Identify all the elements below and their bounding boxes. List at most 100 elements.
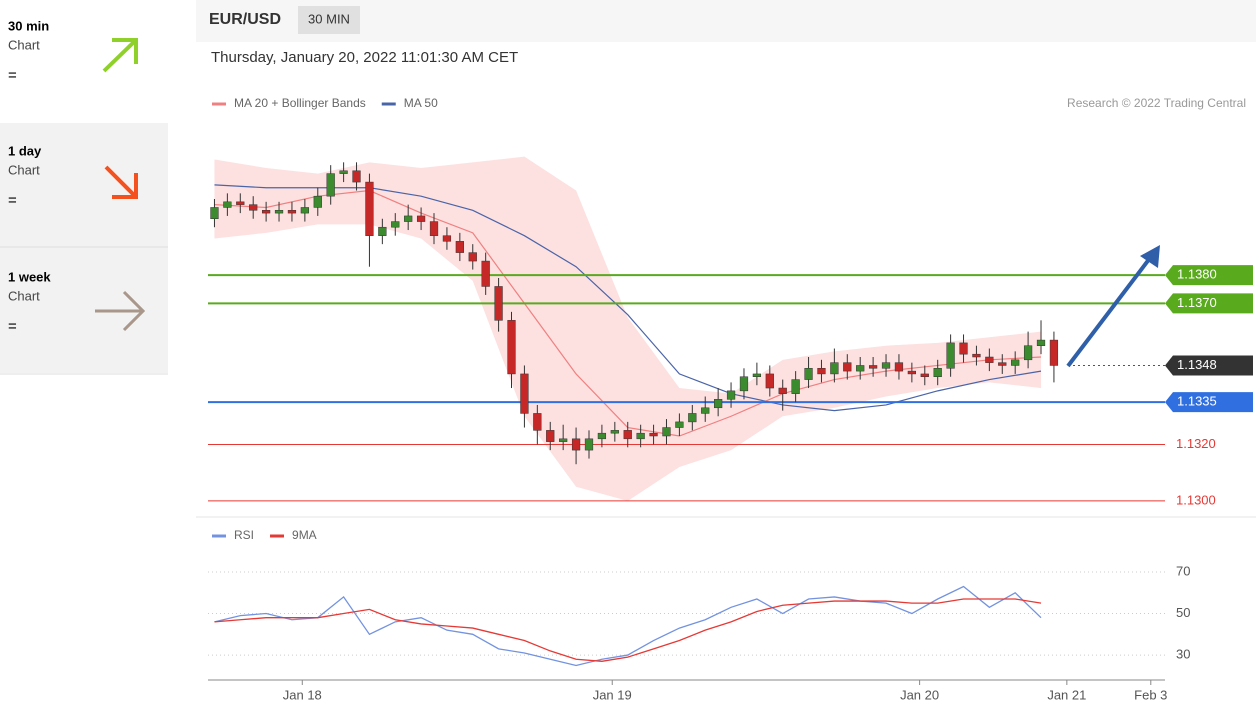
candle-body bbox=[739, 376, 749, 392]
level-box bbox=[1165, 355, 1253, 376]
candle-body bbox=[520, 373, 529, 414]
candle-body bbox=[894, 362, 904, 372]
candle-body bbox=[817, 368, 826, 375]
level-label: 1.1320 bbox=[1176, 436, 1216, 451]
candle-body bbox=[326, 173, 335, 197]
candle-body bbox=[249, 204, 258, 211]
candle-body bbox=[662, 427, 671, 437]
level-box bbox=[1165, 392, 1253, 413]
arrow-head bbox=[1140, 245, 1160, 268]
legend-label: 9MA bbox=[292, 528, 317, 542]
level-label: 1.1348 bbox=[1177, 357, 1217, 372]
candle-body bbox=[300, 207, 309, 214]
candle-body bbox=[365, 181, 374, 236]
legend-label: MA 50 bbox=[404, 96, 438, 110]
x-tick-label: Jan 20 bbox=[900, 687, 939, 702]
candle-body bbox=[752, 373, 762, 377]
ma-line bbox=[214, 184, 1042, 412]
candle-body bbox=[507, 320, 516, 375]
sidebar-item[interactable]: 1 week Chart = bbox=[8, 269, 146, 335]
candle-body bbox=[584, 438, 594, 451]
x-tick-label: Jan 19 bbox=[593, 687, 632, 702]
candle-body bbox=[688, 413, 697, 423]
candle-body bbox=[559, 438, 568, 442]
up-arrow bbox=[102, 38, 138, 73]
candle-body bbox=[998, 362, 1007, 366]
candle-body bbox=[804, 368, 813, 380]
level-label: 1.1335 bbox=[1177, 394, 1217, 409]
candle-body bbox=[1023, 345, 1033, 361]
label: Chart bbox=[8, 37, 40, 52]
candle-body bbox=[339, 170, 348, 174]
candle-body bbox=[378, 226, 387, 236]
sidebar-item[interactable]: 30 min Chart = bbox=[8, 18, 138, 84]
sidebar-bg bbox=[0, 123, 168, 373]
candle-body bbox=[223, 201, 232, 208]
interval-box[interactable] bbox=[298, 6, 360, 34]
candle-body bbox=[636, 432, 645, 440]
candle-body bbox=[416, 215, 426, 222]
candle-body bbox=[533, 413, 542, 431]
y-tick-label: 50 bbox=[1176, 605, 1190, 620]
interval: 30 MIN bbox=[308, 11, 350, 26]
candle-body bbox=[429, 221, 439, 236]
candle-body bbox=[597, 432, 607, 440]
period: 1 week bbox=[8, 269, 51, 284]
candle-body bbox=[442, 235, 452, 242]
candle-body bbox=[494, 286, 503, 321]
candle-body bbox=[933, 368, 942, 377]
legend-label: MA 20 + Bollinger Bands bbox=[234, 96, 366, 110]
period: 1 day bbox=[8, 143, 42, 158]
period: 30 min bbox=[8, 18, 49, 33]
candle-body bbox=[649, 432, 658, 437]
candle-body bbox=[261, 210, 271, 214]
candle-body bbox=[571, 438, 581, 451]
x-tick-label: Feb 3 bbox=[1134, 687, 1167, 702]
candle-body bbox=[610, 430, 619, 434]
symbol: EUR/USD bbox=[209, 11, 281, 28]
candle-body bbox=[881, 362, 891, 369]
candle-body bbox=[675, 421, 684, 428]
candle-body bbox=[313, 195, 322, 208]
candle-body bbox=[778, 387, 787, 394]
level-label: 1.1370 bbox=[1177, 295, 1217, 310]
candle-body bbox=[856, 365, 865, 372]
y-tick-label: 70 bbox=[1176, 563, 1190, 578]
candle-body bbox=[455, 241, 464, 253]
candle-body bbox=[714, 399, 723, 409]
candle-body bbox=[959, 342, 968, 355]
rsi-line bbox=[214, 598, 1042, 662]
candle-body bbox=[907, 370, 916, 375]
candle-body bbox=[1036, 339, 1046, 346]
level-label: 1.1300 bbox=[1176, 492, 1216, 507]
header-bar bbox=[196, 0, 1256, 42]
candle-body bbox=[946, 342, 955, 369]
candle-body bbox=[623, 430, 632, 440]
x-tick-label: Jan 18 bbox=[283, 687, 322, 702]
candle-body bbox=[391, 221, 400, 228]
candle-body bbox=[765, 373, 774, 389]
level-box bbox=[1165, 293, 1253, 314]
down-arrow bbox=[104, 165, 138, 199]
candle-body bbox=[1049, 339, 1059, 366]
candle-body bbox=[726, 390, 736, 400]
level-box bbox=[1165, 265, 1253, 286]
candle-body bbox=[468, 252, 477, 262]
rsi-line bbox=[214, 585, 1042, 667]
candle-body bbox=[791, 379, 800, 394]
annotation: Research © 2022 Trading Central bbox=[1067, 96, 1246, 110]
candle-body bbox=[236, 201, 245, 205]
label: Chart bbox=[8, 288, 40, 303]
candle-body bbox=[868, 365, 878, 369]
candle-body bbox=[972, 353, 981, 358]
status: = bbox=[8, 318, 17, 335]
right-arrow bbox=[95, 290, 146, 332]
candle-body bbox=[830, 362, 839, 375]
candle-body bbox=[920, 373, 929, 377]
timestamp: Thursday, January 20, 2022 11:01:30 AM C… bbox=[211, 49, 518, 66]
level-label: 1.1380 bbox=[1177, 267, 1217, 282]
sidebar-item[interactable]: 1 day Chart = bbox=[8, 143, 138, 209]
candle-body bbox=[352, 170, 361, 183]
